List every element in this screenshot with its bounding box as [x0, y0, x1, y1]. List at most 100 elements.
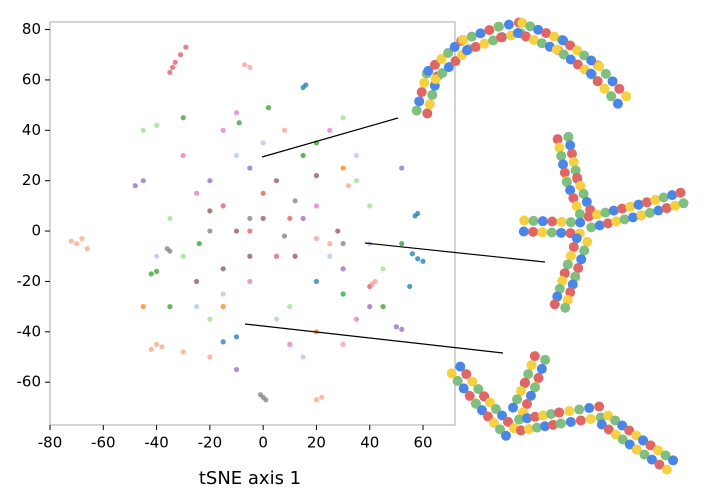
point: [193, 190, 200, 196]
point: [367, 203, 373, 209]
nucleotide: [525, 390, 536, 401]
point: [207, 208, 213, 214]
nucleotide: [533, 372, 544, 383]
nucleotide: [514, 414, 525, 425]
nucleotide: [586, 55, 597, 66]
point: [220, 339, 226, 345]
nucleotide: [600, 68, 611, 79]
point: [220, 127, 226, 133]
nucleotide: [540, 354, 551, 365]
point: [353, 316, 360, 322]
point: [327, 127, 333, 133]
point: [153, 268, 160, 274]
point: [241, 62, 248, 68]
nucleotide: [565, 217, 576, 228]
nucleotide: [520, 377, 531, 388]
x-tick-label: -20: [198, 434, 223, 452]
nucleotide: [449, 41, 460, 52]
nucleotide: [560, 302, 571, 313]
nucleotide: [539, 421, 550, 432]
point: [193, 304, 200, 310]
point: [300, 215, 306, 222]
nucleotide: [424, 99, 435, 110]
nucleotide: [594, 61, 605, 72]
point: [183, 44, 189, 50]
nucleotide: [562, 294, 573, 305]
nucleotide: [523, 424, 534, 435]
point: [247, 253, 253, 259]
point: [407, 283, 413, 290]
nucleotide: [443, 47, 454, 58]
nucleotide: [565, 287, 576, 298]
nucleotide: [614, 83, 625, 94]
nucleotide: [594, 401, 605, 412]
nucleotide: [608, 205, 619, 216]
point: [393, 324, 399, 330]
nucleotide: [568, 193, 579, 204]
nucleotide: [518, 226, 529, 237]
point: [292, 253, 298, 259]
pointer-line: [364, 242, 546, 263]
nucleotide: [581, 196, 592, 207]
point: [233, 152, 240, 159]
nucleotide: [565, 140, 576, 151]
nucleotide: [538, 410, 549, 421]
y-tick-label: -20: [17, 272, 42, 290]
y-tick-label: 60: [22, 70, 41, 88]
point: [260, 140, 266, 146]
nucleotide: [461, 45, 472, 56]
nucleotide: [583, 211, 594, 222]
point: [340, 115, 346, 121]
nucleotide: [475, 28, 486, 39]
nucleotide: [610, 415, 621, 426]
nucleotide: [508, 402, 519, 413]
nucleotide: [416, 87, 427, 98]
x-axis-label: tSNE axis 1: [199, 468, 301, 489]
nucleotide: [621, 91, 632, 102]
nucleotide: [624, 425, 635, 436]
nucleotide: [558, 159, 569, 170]
nucleotide: [443, 62, 454, 73]
point: [380, 304, 386, 310]
nucleotide: [594, 220, 605, 231]
nucleotide: [556, 227, 567, 238]
nucleotide: [617, 434, 628, 445]
nucleotide: [599, 83, 610, 94]
point: [153, 253, 160, 259]
point: [273, 316, 280, 322]
nucleotide: [547, 216, 558, 227]
point: [340, 241, 346, 247]
nucleotide: [578, 188, 589, 199]
nucleotide: [554, 142, 565, 153]
nucleotide: [570, 165, 581, 176]
nucleotide: [517, 17, 528, 28]
y-tick-label: 40: [22, 121, 41, 139]
nucleotide: [658, 192, 669, 203]
nucleotide: [633, 199, 644, 210]
point: [233, 110, 240, 116]
point: [167, 304, 173, 310]
point: [233, 334, 240, 340]
point: [281, 233, 288, 239]
point: [167, 69, 173, 75]
nucleotide: [552, 291, 563, 302]
nucleotide: [549, 299, 560, 310]
nucleotide: [596, 419, 607, 430]
point: [180, 349, 186, 355]
point: [220, 291, 226, 297]
nucleotide: [491, 404, 502, 415]
nucleotide: [627, 212, 638, 223]
nucleotide: [617, 420, 628, 431]
nucleotide: [554, 283, 565, 294]
point: [172, 59, 178, 65]
nucleotide: [503, 416, 514, 427]
nucleotide: [482, 411, 493, 422]
point: [167, 248, 173, 254]
point: [265, 105, 272, 111]
point: [233, 366, 240, 373]
nucleotide: [531, 422, 542, 433]
point: [287, 215, 293, 222]
point: [247, 165, 253, 171]
nucleotide: [573, 263, 584, 274]
